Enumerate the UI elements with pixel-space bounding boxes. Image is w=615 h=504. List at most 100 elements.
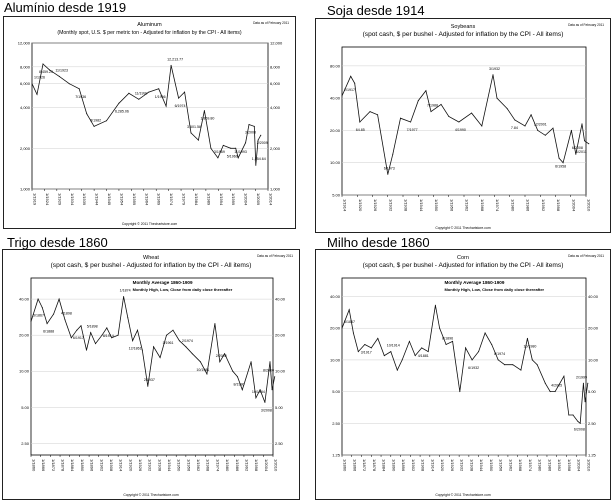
chart-soybeans: Data as of February 2011 Soybeans(spot ca… [330,23,604,230]
annotation-label: 4/1898 [61,312,72,316]
annotation-label: 1/1926 [34,76,45,80]
plot-area [31,42,269,190]
y-tick-label-right: 5.00 [275,405,284,410]
chart-aluminum: Data as of February 2011 Aluminum (Monthly… [18,21,289,226]
data-point [526,337,528,339]
annotation-label: 2/1974 [182,339,193,343]
data-point [141,349,143,351]
y-tick-label: 8,000 [20,64,31,69]
y-tick-label: 2,000 [20,146,31,151]
data-point [170,64,172,66]
x-tick-label: 1/1860 [32,459,37,472]
x-tick-label: 1/1998 [567,459,572,472]
data-point [178,97,180,99]
x-tick-label: 1/1950 [177,459,182,472]
y-tick-label-right: 10.00 [588,357,599,362]
data-point [257,139,259,141]
data-point [132,340,134,342]
data-point [153,346,155,348]
data-point [237,157,239,159]
y-tick-label: 10.00 [330,357,341,362]
annotation-label: 1,869.80 [200,117,214,121]
plot-area [30,277,274,456]
data-point [128,92,130,94]
annotation-label: 3/2008 [261,408,272,412]
data-point [271,389,273,391]
data-point [579,422,581,424]
data-point [101,334,103,336]
data-point [172,329,174,331]
chart-title: Wheat [143,255,159,261]
annotation-label: 2/1937 [144,378,155,382]
data-point [584,140,585,142]
data-point [260,134,262,136]
y-tick-label-right: 1,000 [270,187,281,192]
data-point [544,382,546,384]
data-point [341,327,343,329]
annotation-label: 11/1993 [234,150,247,154]
data-point [255,164,257,166]
x-tick-label: 1/1938 [157,459,162,472]
data-point [417,100,419,102]
x-tick-label: 1/1980 [538,459,543,472]
x-tick-label: 1/1962 [465,199,470,212]
annotation-label: 3,601.58 [187,125,201,129]
data-point [434,304,436,306]
panel-caption: Soja desde 1914 [327,3,425,18]
annotation-label: 5/1867 [344,320,355,324]
data-point [166,334,167,336]
x-tick-label: 1/1992 [541,199,546,212]
annotation-label: 2/1917 [344,88,355,92]
data-point [568,414,570,416]
data-point [78,88,80,90]
x-tick-label: 1/1890 [391,459,396,472]
data-point [197,139,199,141]
x-tick-label: 1/1944 [167,459,172,472]
data-point [203,110,205,112]
data-point [408,340,410,342]
data-point [354,82,356,84]
data-point [48,69,50,71]
y-tick-label-right: 40.00 [588,294,599,299]
date-note: Data as of February 2011 [257,254,293,258]
annotation-label: 8,459.25 [39,70,53,74]
x-tick-label: 1/2009 [256,193,261,206]
x-tick-label: 1/1956 [449,199,454,212]
data-point [531,359,533,361]
x-tick-label: 1/1974 [495,199,500,212]
data-point [383,355,385,357]
annotation-label: 8/2000 [263,369,274,373]
data-point [452,340,454,342]
x-tick-label: 1/1986 [235,459,240,472]
data-point [563,375,565,377]
data-point [58,75,60,77]
data-point [491,344,493,345]
x-tick-label: 1/1989 [206,193,211,206]
data-point [554,391,556,393]
data-point [191,353,193,355]
y-tick-label-right: 1.25 [588,453,597,458]
annotation-label: 1/2011 [576,150,587,154]
data-point [137,329,138,331]
y-tick-label: 10.00 [19,369,30,374]
data-point [118,102,120,104]
data-point [581,123,583,125]
data-point [46,323,48,325]
x-tick-label: 1/1934 [70,193,75,206]
x-tick-label: 1/2004 [264,459,269,472]
data-point [359,121,361,123]
data-point [117,334,119,336]
data-point [235,147,237,149]
annotation-label: 3/2008 [245,130,256,134]
annotation-label: 64.85 [356,128,365,132]
data-point [425,90,427,92]
x-tick-label: 1/1986 [547,459,552,472]
data-point [37,298,39,300]
x-tick-label: 1/2004 [571,199,576,212]
x-tick-label: 1/1924 [45,193,50,206]
data-point [497,359,499,361]
panel-caption: Milho desde 1860 [327,235,430,250]
x-tick-label: 1/1914 [430,459,435,472]
data-point [274,376,276,378]
annotation-label: 6/2008 [572,146,583,150]
